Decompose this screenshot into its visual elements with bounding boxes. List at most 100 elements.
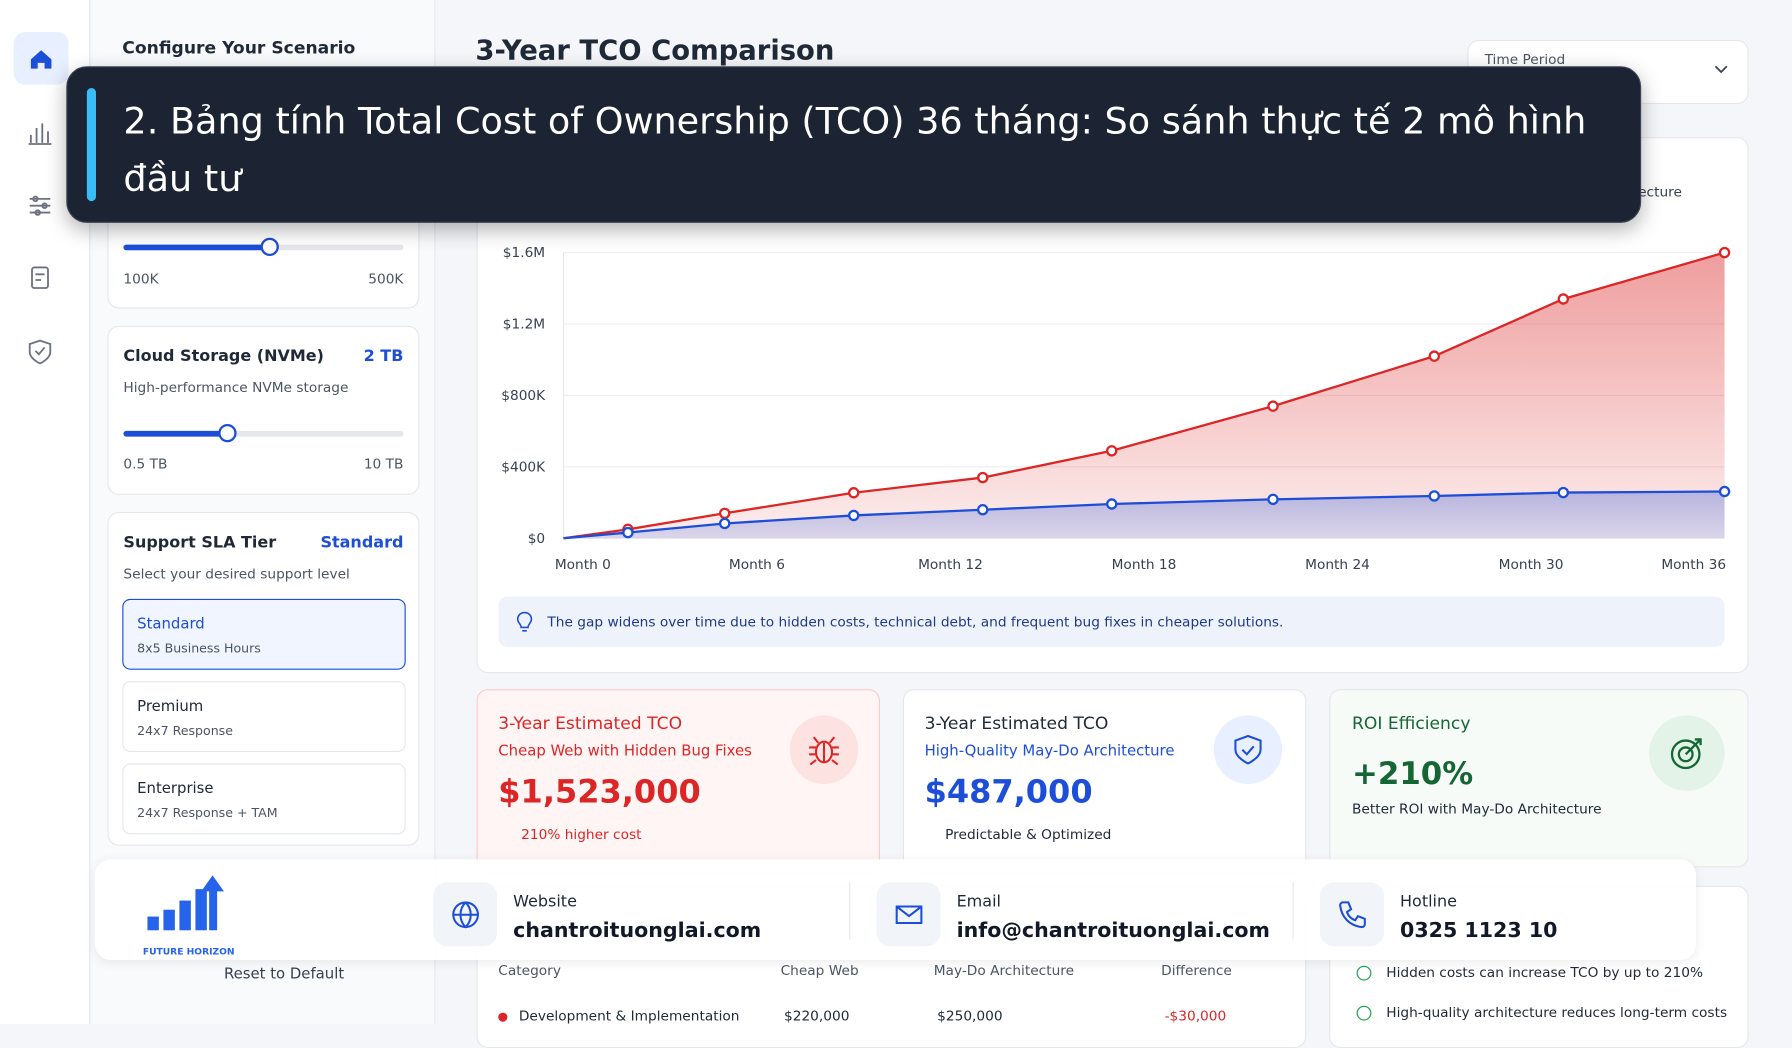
- contact-label: Email: [956, 892, 1001, 911]
- data-point: [622, 526, 634, 539]
- chart: $0 $400K $800K $1.2M $1.6M Month 0 Month 6 Mont…: [501, 185, 1731, 573]
- data-point: [718, 507, 731, 519]
- sla-option[interactable]: Standard 8x5 Business Hours: [122, 598, 406, 670]
- x-tick-label: Month 24: [1305, 557, 1370, 573]
- y-tick-label: $800K: [501, 388, 546, 404]
- storage-value: 2 TB: [363, 347, 404, 366]
- table-cell: Development & Implementation: [518, 1007, 740, 1024]
- config-title: Configure Your Scenario: [122, 37, 356, 59]
- insight-text: The gap widens over time due to hidden c…: [547, 613, 1284, 630]
- contact-value[interactable]: info@chantroituonglai.com: [956, 918, 1270, 943]
- series-line: [563, 490, 1725, 540]
- slider-track: [123, 430, 404, 437]
- sla-card: Support SLA Tier Standard Select your de…: [107, 511, 420, 846]
- data-point: [1718, 246, 1731, 259]
- option-name: Premium: [137, 698, 204, 716]
- quality-card: 3-Year Estimated TCO High-Quality May-Do…: [902, 689, 1307, 875]
- x-tick-label: Month 18: [1112, 557, 1177, 573]
- table-cell: $250,000: [937, 1007, 1003, 1024]
- sla-value: Standard: [320, 533, 404, 552]
- sla-option[interactable]: Premium 24x7 Response: [122, 681, 406, 752]
- contact-label: Website: [513, 892, 577, 911]
- data-point: [718, 517, 731, 530]
- contact-icon: [1319, 882, 1384, 947]
- chevron: [1714, 65, 1728, 74]
- icon: [895, 905, 923, 924]
- card-title: ROI Efficiency: [1351, 713, 1471, 734]
- bulb-icon: [516, 611, 533, 632]
- y-tick-label: $400K: [501, 459, 546, 475]
- sla-title: Support SLA Tier: [123, 533, 277, 552]
- banner-text: 2. Bảng tính Total Cost of Ownership (TC…: [123, 99, 1587, 200]
- table-cell: $220,000: [783, 1007, 850, 1024]
- table-header: Difference: [1161, 962, 1232, 979]
- card-note: Better ROI with May-Do Architecture: [1351, 801, 1602, 818]
- roi-card: ROI Efficiency +210% Better ROI with May…: [1329, 689, 1749, 868]
- logo: [147, 875, 224, 931]
- sla-option[interactable]: Enterprise 24x7 Response + TAM: [122, 763, 406, 835]
- brand: FUTURE HORIZON: [142, 946, 235, 957]
- check-icon: [1356, 965, 1372, 981]
- data-point: [1106, 445, 1118, 457]
- card-title: 3-Year Estimated TCO: [924, 713, 1109, 734]
- title-banner: 2. Bảng tính Total Cost of Ownership (TC…: [66, 66, 1642, 223]
- insight-box: The gap widens over time due to hidden c…: [498, 596, 1725, 647]
- data-point: [1106, 498, 1118, 510]
- slider-fill: [123, 244, 270, 251]
- storage-card: Cloud Storage (NVMe) 2 TB High-performan…: [107, 325, 420, 495]
- data-point: [977, 471, 989, 484]
- contact-icon: [433, 882, 498, 947]
- row-dot: [498, 1012, 508, 1022]
- card-sub: High-Quality May-Do Architecture: [924, 742, 1175, 760]
- check-text: High-quality architecture reduces long-t…: [1386, 1004, 1728, 1021]
- contact-icon: [876, 882, 941, 947]
- card-sub: Cheap Web with Hidden Bug Fixes: [498, 742, 752, 760]
- slider-knob[interactable]: [218, 423, 237, 443]
- card-value: $1,523,000: [498, 772, 701, 811]
- data-point: [1557, 293, 1570, 305]
- data-point: [1718, 485, 1731, 498]
- option-name: Standard: [137, 615, 205, 634]
- icon: [452, 901, 479, 929]
- slider-max: 10 TB: [363, 455, 404, 472]
- y-tick-label: $1.6M: [503, 245, 545, 261]
- banner-accent: [86, 87, 96, 202]
- slider-min: 0.5 TB: [123, 455, 168, 472]
- option-desc: 24x7 Response: [137, 723, 233, 739]
- home-icon: [30, 50, 52, 69]
- target-icon: [1649, 715, 1725, 791]
- data-point: [1557, 486, 1570, 499]
- page: Configure Your Scenario 100K 500K Cloud …: [0, 0, 1749, 1048]
- check-icon: [1356, 1005, 1372, 1021]
- reset-button[interactable]: Reset to Default: [223, 965, 345, 983]
- option-desc: 24x7 Response + TAM: [137, 805, 278, 821]
- check-text: Hidden costs can increase TCO by up to 2…: [1386, 964, 1703, 981]
- divider: [1292, 882, 1294, 940]
- x-tick-label: Month 36: [1661, 557, 1726, 573]
- slider-max: 500K: [368, 270, 404, 287]
- cheap-card: 3-Year Estimated TCO Cheap Web with Hidd…: [476, 689, 880, 875]
- icon: [1339, 901, 1366, 929]
- main-title: 3-Year TCO Comparison: [475, 34, 835, 67]
- table-cell: -$30,000: [1164, 1007, 1227, 1024]
- x-tick-label: Month 12: [918, 557, 983, 573]
- period-label: Time Period: [1484, 51, 1566, 68]
- data-point: [1428, 350, 1440, 362]
- y-tick-label: $0: [528, 531, 545, 547]
- nav-icons[interactable]: [25, 114, 59, 388]
- data-point: [847, 487, 860, 499]
- x-tick-label: Month 0: [555, 557, 611, 573]
- storage-desc: High-performance NVMe storage: [123, 379, 349, 396]
- data-point: [1267, 493, 1279, 506]
- contact-value[interactable]: chantroituonglai.com: [513, 918, 762, 943]
- card-note: Predictable & Optimized: [945, 826, 1112, 843]
- storage-title: Cloud Storage (NVMe): [123, 347, 324, 366]
- x-tick-label: Month 6: [729, 557, 785, 573]
- data-point: [977, 503, 989, 516]
- nav-home[interactable]: [13, 31, 69, 85]
- y-tick-label: $1.2M: [503, 317, 545, 333]
- slider-knob[interactable]: [260, 237, 279, 256]
- app: Configure Your Scenario 100K 500K Cloud …: [0, 0, 1749, 1048]
- data-point: [1267, 400, 1279, 412]
- contact-value[interactable]: 0325 1123 10: [1399, 918, 1558, 943]
